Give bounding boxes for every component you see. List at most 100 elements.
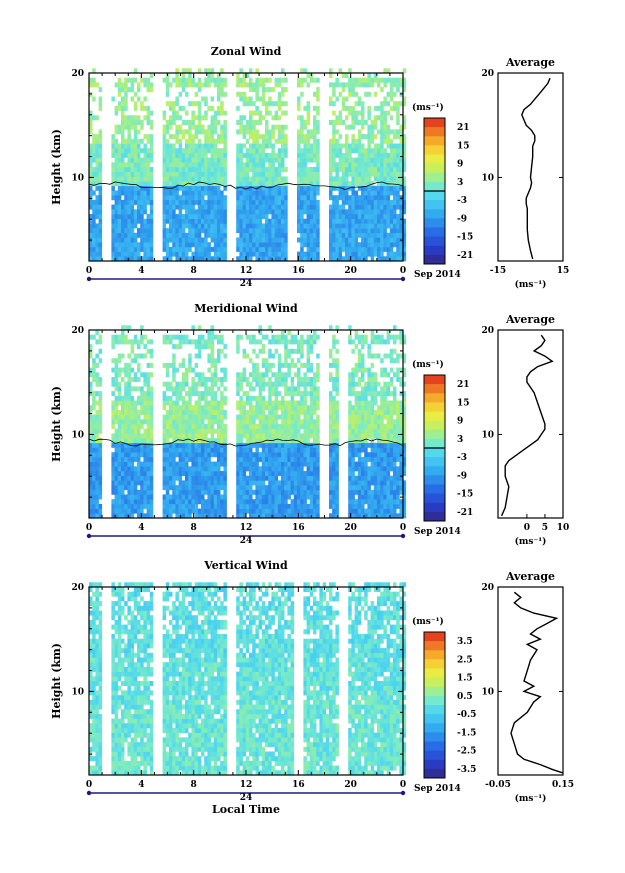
heatmap-cell [341,82,346,88]
heatmap-cell [207,251,211,257]
heatmap-cell [258,339,263,345]
heatmap-cell [89,503,93,509]
heatmap-cell [111,471,115,476]
heatmap-cell [185,251,189,257]
heatmap-cell [197,428,202,434]
colorbar-segment [424,172,445,183]
heatmap-cell [306,204,311,210]
heatmap-cell [277,176,282,182]
heatmap-cell [271,129,275,135]
heatmap-cell [361,251,365,257]
heatmap-cell [332,237,336,243]
heatmap-cell [354,167,359,172]
heatmap-cell [332,494,336,500]
heatmap-cell [162,190,167,196]
heatmap-cell [258,409,263,415]
heatmap-cell [137,181,141,187]
heatmap-cell [239,129,243,135]
heatmap-cell [383,218,387,224]
heatmap-cell [281,129,285,135]
heatmap-cell [329,372,333,378]
heatmap-cell [396,232,400,238]
heatmap-cell [252,414,256,420]
heatmap-cell [338,110,343,116]
heatmap-cell [111,480,115,486]
heatmap-cell [271,513,275,519]
heatmap-cell [370,190,375,196]
heatmap-cell [354,171,359,177]
heatmap-cell [217,353,221,359]
heatmap-cell [133,405,138,411]
heatmap-cell [274,124,279,130]
heatmap-cell [303,185,307,191]
heatmap-cell [121,148,125,154]
heatmap-cell [386,218,391,224]
heatmap-cell [178,428,183,434]
heatmap-cell [165,395,170,401]
heatmap-cell [370,223,375,229]
heatmap-cell [274,377,279,382]
heatmap-cell [89,190,93,196]
heatmap-cell [335,424,339,429]
heatmap-cell [383,237,387,243]
heatmap-cell [121,209,125,215]
heatmap-cell [332,199,336,205]
heatmap-cell [313,195,317,201]
heatmap-cell [367,171,371,177]
heatmap-cell [268,171,272,177]
heatmap-cell [92,503,96,509]
heatmap-cell [389,176,394,182]
heatmap-cell [130,456,135,462]
heatmap-cell [191,461,195,467]
heatmap-cell [210,185,215,191]
heatmap-cell [236,452,240,458]
heatmap-cell [329,73,333,78]
heatmap-cell [127,242,131,248]
heatmap-cell [181,452,186,458]
heatmap-cell [249,152,253,158]
heatmap-cell [172,181,176,187]
heatmap-cell [284,148,288,154]
heatmap-cell [124,442,128,448]
heatmap-cell [252,134,256,140]
heatmap-cell [268,199,272,205]
heatmap-cell [146,433,151,439]
heatmap-cell [297,452,301,458]
heatmap-cell [364,120,368,125]
heatmap-cell [188,494,192,500]
heatmap-cell [284,110,288,116]
heatmap-cell [201,246,205,252]
heatmap-cell [274,138,279,144]
heatmap-cell [297,391,301,397]
heatmap-cell [252,190,256,196]
heatmap-cell [245,214,250,219]
heatmap-cell [242,391,247,397]
heatmap-cell [130,428,135,434]
heatmap-cell [348,256,352,262]
heatmap-cell [313,471,317,476]
heatmap-cell [194,405,199,411]
heatmap-cell [245,438,250,444]
heatmap-cell [127,419,131,425]
heatmap-cell [258,242,263,248]
heatmap-cell [191,452,195,458]
heatmap-cell [313,377,317,382]
heatmap-cell [313,494,317,500]
heatmap-cell [169,157,173,163]
heatmap-cell [383,204,387,210]
heatmap-cell [133,232,138,238]
heatmap-cell [143,485,147,491]
heatmap-cell [290,362,295,368]
heatmap-cell [277,353,282,359]
heatmap-cell [188,204,192,210]
heatmap-cell [332,195,336,201]
heatmap-cell [143,251,147,257]
heatmap-cell [370,195,375,201]
heatmap-cell [242,143,247,149]
heatmap-cell [217,152,221,158]
heatmap-cell [137,414,141,420]
heatmap-cell [111,452,115,458]
heatmap-cell [258,330,263,335]
heatmap-cell [149,199,154,205]
heatmap-cell [258,115,263,121]
